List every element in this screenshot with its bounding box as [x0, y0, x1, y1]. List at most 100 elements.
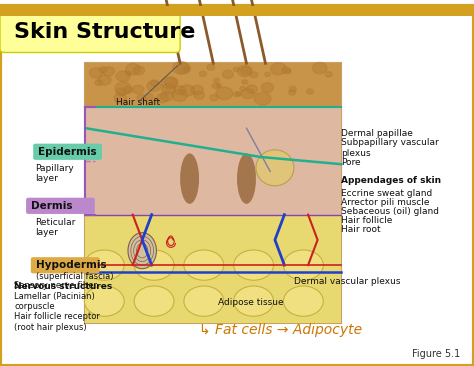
- Text: Hair follicle: Hair follicle: [341, 216, 392, 225]
- Text: Pore: Pore: [341, 158, 361, 167]
- Circle shape: [246, 85, 257, 93]
- Circle shape: [222, 70, 233, 78]
- FancyBboxPatch shape: [0, 9, 180, 52]
- Circle shape: [162, 83, 175, 94]
- Text: Nervous structures: Nervous structures: [14, 282, 112, 291]
- Circle shape: [271, 63, 286, 75]
- FancyBboxPatch shape: [33, 144, 102, 160]
- Text: Eccrine sweat gland: Eccrine sweat gland: [341, 188, 433, 198]
- Circle shape: [116, 71, 130, 82]
- Circle shape: [102, 67, 115, 76]
- FancyBboxPatch shape: [31, 257, 100, 273]
- Text: Epidermis: Epidermis: [38, 147, 97, 157]
- Circle shape: [234, 250, 273, 280]
- Circle shape: [115, 82, 131, 94]
- Circle shape: [240, 86, 245, 91]
- Circle shape: [183, 67, 190, 71]
- Circle shape: [177, 63, 191, 74]
- Circle shape: [123, 86, 133, 93]
- Circle shape: [283, 286, 323, 316]
- Circle shape: [250, 72, 258, 78]
- Circle shape: [237, 66, 252, 76]
- Circle shape: [145, 94, 153, 100]
- Circle shape: [214, 78, 219, 82]
- Text: (superficial fascia): (superficial fascia): [36, 272, 113, 281]
- Circle shape: [137, 94, 146, 101]
- Circle shape: [116, 88, 126, 96]
- Text: Sebaceous (oil) gland: Sebaceous (oil) gland: [341, 206, 439, 216]
- Text: Hypodermis: Hypodermis: [36, 260, 106, 270]
- Circle shape: [325, 71, 332, 77]
- Circle shape: [212, 83, 219, 89]
- Circle shape: [173, 86, 185, 94]
- Text: Adipose tissue: Adipose tissue: [218, 298, 283, 307]
- Circle shape: [173, 61, 189, 74]
- Circle shape: [180, 85, 194, 96]
- Circle shape: [236, 92, 242, 96]
- Text: Dermis: Dermis: [31, 201, 73, 211]
- Circle shape: [234, 286, 273, 316]
- Circle shape: [184, 250, 224, 280]
- FancyBboxPatch shape: [0, 5, 474, 16]
- Circle shape: [312, 63, 327, 74]
- Circle shape: [134, 250, 174, 280]
- Circle shape: [172, 90, 187, 101]
- FancyBboxPatch shape: [85, 63, 341, 323]
- Circle shape: [160, 91, 173, 101]
- Circle shape: [125, 71, 131, 75]
- Circle shape: [126, 64, 140, 75]
- Text: Figure 5.1: Figure 5.1: [411, 349, 460, 359]
- Circle shape: [98, 75, 111, 85]
- Circle shape: [233, 92, 240, 97]
- Text: Appendages of skin: Appendages of skin: [341, 176, 441, 185]
- Ellipse shape: [128, 233, 156, 269]
- Circle shape: [164, 78, 178, 87]
- Ellipse shape: [180, 153, 199, 204]
- Circle shape: [216, 83, 221, 87]
- Ellipse shape: [237, 153, 256, 204]
- Text: Skin Structure: Skin Structure: [14, 22, 196, 42]
- FancyBboxPatch shape: [85, 214, 341, 323]
- Circle shape: [289, 90, 296, 95]
- Circle shape: [90, 68, 103, 78]
- Circle shape: [282, 67, 291, 74]
- Circle shape: [191, 85, 203, 94]
- Circle shape: [241, 89, 255, 99]
- Circle shape: [133, 66, 145, 75]
- Circle shape: [150, 80, 159, 86]
- Circle shape: [184, 286, 224, 316]
- FancyBboxPatch shape: [26, 198, 95, 214]
- Circle shape: [95, 80, 102, 86]
- Circle shape: [84, 286, 124, 316]
- Circle shape: [307, 89, 313, 94]
- Circle shape: [283, 250, 323, 280]
- Circle shape: [210, 94, 218, 101]
- Circle shape: [199, 71, 207, 76]
- Circle shape: [194, 91, 205, 100]
- Circle shape: [289, 86, 296, 92]
- Circle shape: [216, 87, 233, 100]
- Circle shape: [254, 92, 271, 105]
- FancyBboxPatch shape: [85, 63, 341, 107]
- Circle shape: [242, 80, 248, 84]
- Text: Subpapillary vascular
plexus: Subpapillary vascular plexus: [341, 138, 439, 158]
- Circle shape: [241, 67, 251, 75]
- Circle shape: [133, 85, 144, 94]
- Circle shape: [234, 67, 239, 72]
- Circle shape: [161, 77, 177, 89]
- Circle shape: [261, 83, 273, 92]
- Circle shape: [114, 94, 127, 103]
- Text: Dermal papillae: Dermal papillae: [341, 129, 413, 138]
- Text: Hair root: Hair root: [341, 225, 381, 234]
- Ellipse shape: [256, 150, 294, 186]
- Text: Reticular
layer: Reticular layer: [36, 217, 76, 237]
- Circle shape: [265, 72, 270, 76]
- Text: Sensory nerve fiber
Lamellar (Pacinian)
corpuscle
Hair follicle receptor
(root h: Sensory nerve fiber Lamellar (Pacinian) …: [14, 281, 100, 332]
- Text: Papillary
layer: Papillary layer: [36, 164, 74, 183]
- Text: Dermal vascular plexus: Dermal vascular plexus: [294, 277, 401, 286]
- FancyBboxPatch shape: [85, 107, 341, 214]
- Circle shape: [147, 81, 161, 92]
- Text: ↳ Fat cells → Adipocyte: ↳ Fat cells → Adipocyte: [199, 323, 362, 337]
- Circle shape: [84, 250, 124, 280]
- Circle shape: [286, 70, 291, 73]
